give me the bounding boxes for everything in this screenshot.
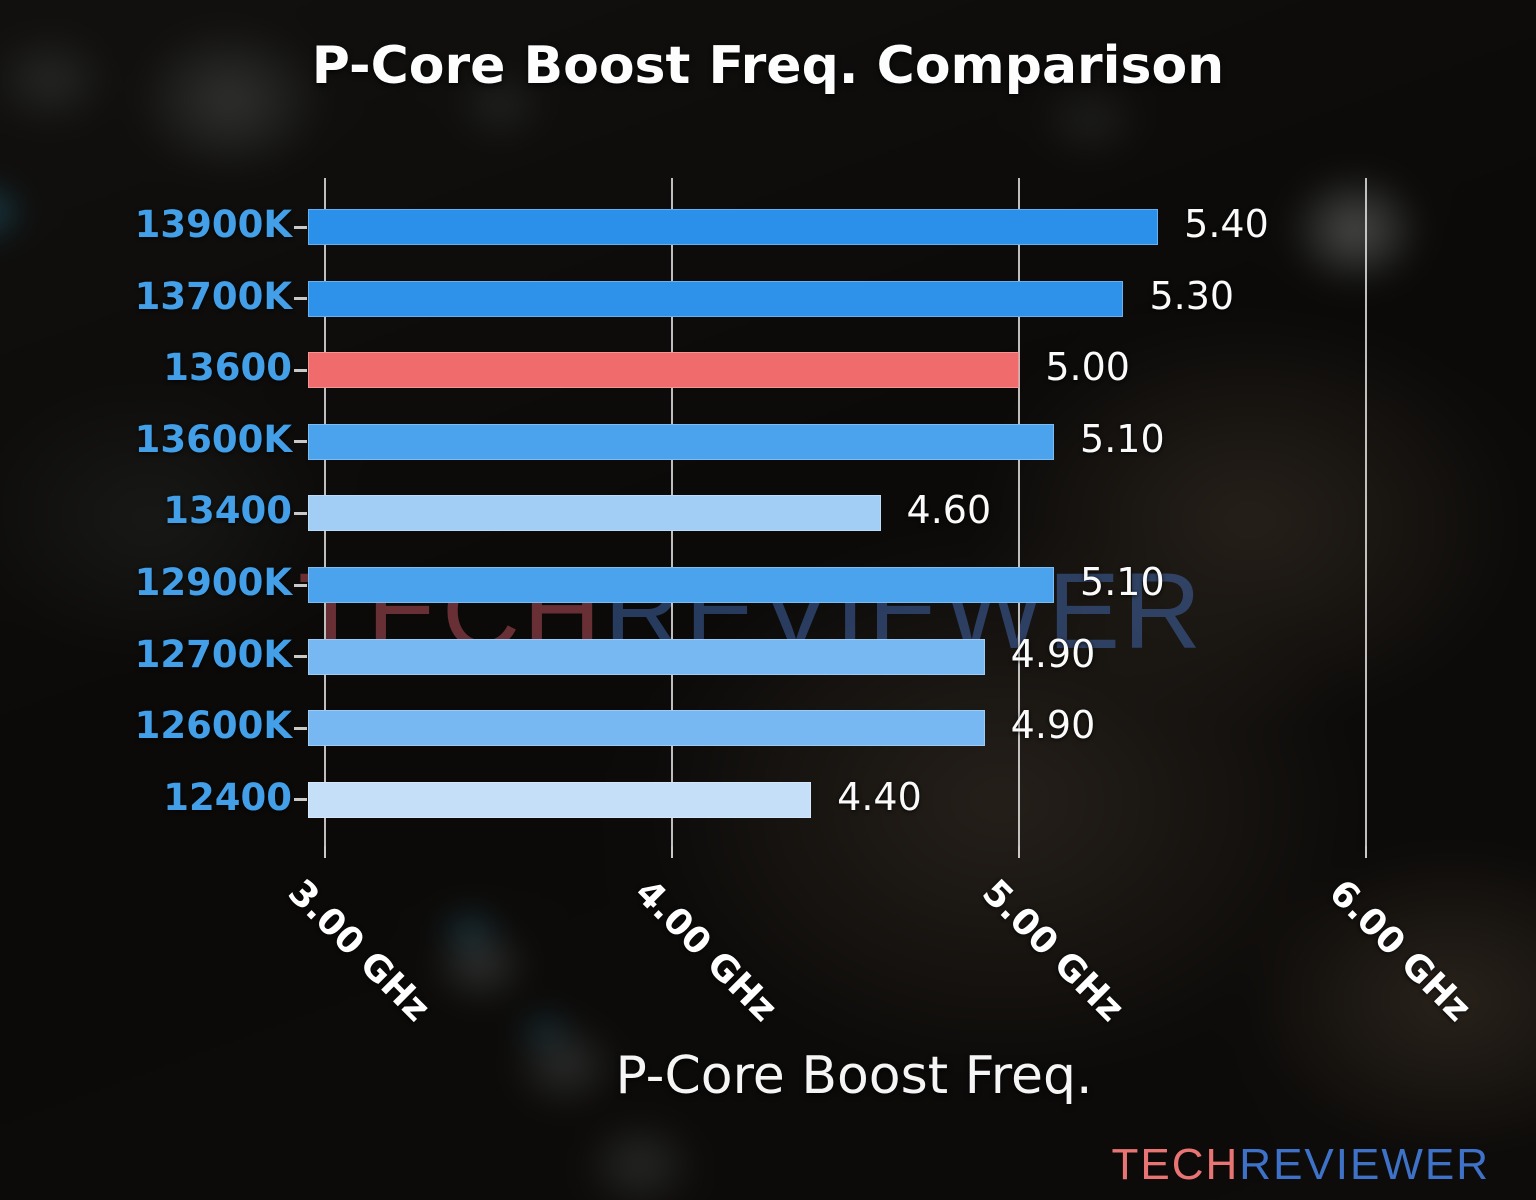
category-label-12400: 12400 (163, 775, 292, 819)
y-axis-tick (294, 511, 307, 515)
category-label-12900k: 12900K (134, 561, 292, 604)
bar-13900k (308, 209, 1159, 245)
value-label-13900k: 5.40 (1184, 202, 1269, 246)
x-tick-label: 5.00 GHz (974, 872, 1133, 1030)
value-label-12400: 4.40 (837, 774, 922, 819)
brand-logo-tech: TECH (1111, 1140, 1240, 1189)
category-label-13400: 13400 (163, 489, 292, 533)
x-axis-tick (671, 846, 674, 858)
y-axis-tick (294, 225, 307, 229)
bar-13600 (308, 352, 1020, 389)
x-axis-tick (324, 846, 327, 858)
category-label-13700k: 13700K (134, 274, 292, 318)
value-label-13600k: 5.10 (1080, 416, 1165, 461)
category-label-13600k: 13600K (134, 417, 292, 461)
x-tick-label: 3.00 GHz (280, 872, 439, 1030)
category-label-13900k: 13900K (134, 203, 292, 246)
y-axis-tick (294, 798, 307, 802)
bar-13700k (308, 280, 1124, 317)
category-label-12700k: 12700K (134, 632, 292, 676)
y-axis-tick (294, 368, 307, 372)
category-label-12600k: 12600K (134, 704, 292, 748)
bar-12400 (308, 781, 812, 818)
bar-13400 (308, 495, 881, 532)
y-axis-tick (294, 655, 307, 659)
value-label-13600: 5.00 (1045, 345, 1130, 390)
chart-title: P-Core Boost Freq. Comparison (311, 36, 1225, 96)
bar-12900k (308, 567, 1055, 603)
x-tick-label: 4.00 GHz (627, 872, 786, 1030)
y-axis-tick (294, 297, 307, 301)
category-label-13600: 13600 (163, 346, 292, 390)
brand-logo-reviewer: REVIEWER (1239, 1140, 1490, 1189)
bar-12600k (308, 710, 985, 747)
x-tick-label: 6.00 GHz (1321, 872, 1480, 1030)
value-label-12700k: 4.90 (1010, 631, 1096, 676)
gridline-6.00-ghz (1365, 178, 1368, 846)
value-label-13400: 4.60 (906, 488, 992, 533)
x-axis-title: P-Core Boost Freq. (615, 1046, 1093, 1106)
value-label-12900k: 5.10 (1080, 560, 1165, 604)
brand-logo: TECHREVIEWER (1112, 1140, 1490, 1190)
y-axis-tick (294, 583, 307, 587)
bar-13600k (308, 423, 1055, 460)
x-axis-tick (1018, 846, 1021, 858)
bar-12700k (308, 638, 985, 675)
value-label-12600k: 4.90 (1010, 703, 1096, 748)
y-axis-tick (294, 440, 307, 444)
value-label-13700k: 5.30 (1149, 273, 1235, 318)
y-axis-tick (294, 726, 307, 730)
x-axis-tick (1365, 846, 1368, 858)
